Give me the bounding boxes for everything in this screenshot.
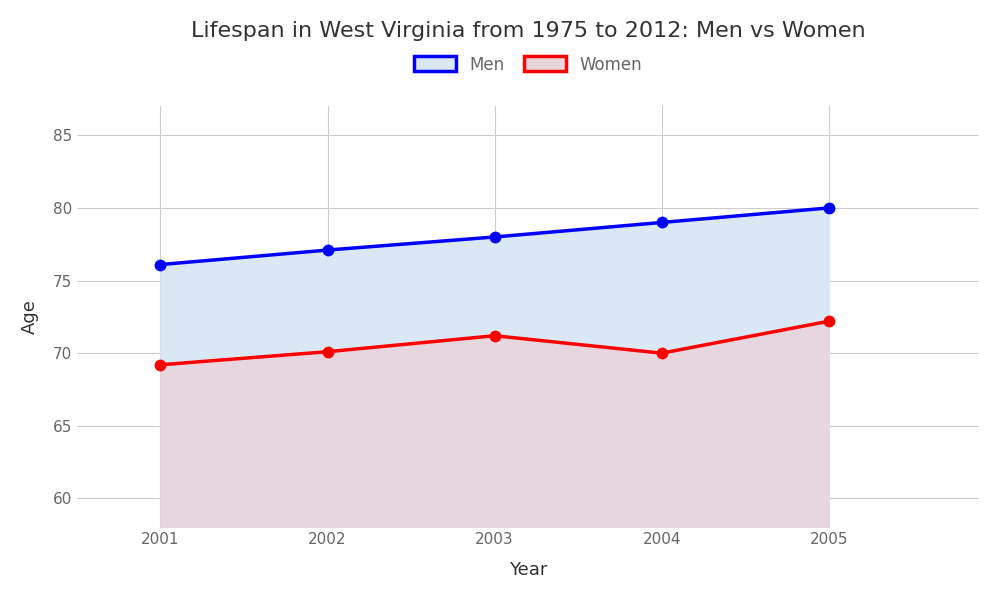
Y-axis label: Age: Age [21,299,39,334]
Legend: Men, Women: Men, Women [414,56,642,74]
Title: Lifespan in West Virginia from 1975 to 2012: Men vs Women: Lifespan in West Virginia from 1975 to 2… [191,21,865,41]
X-axis label: Year: Year [509,561,547,579]
